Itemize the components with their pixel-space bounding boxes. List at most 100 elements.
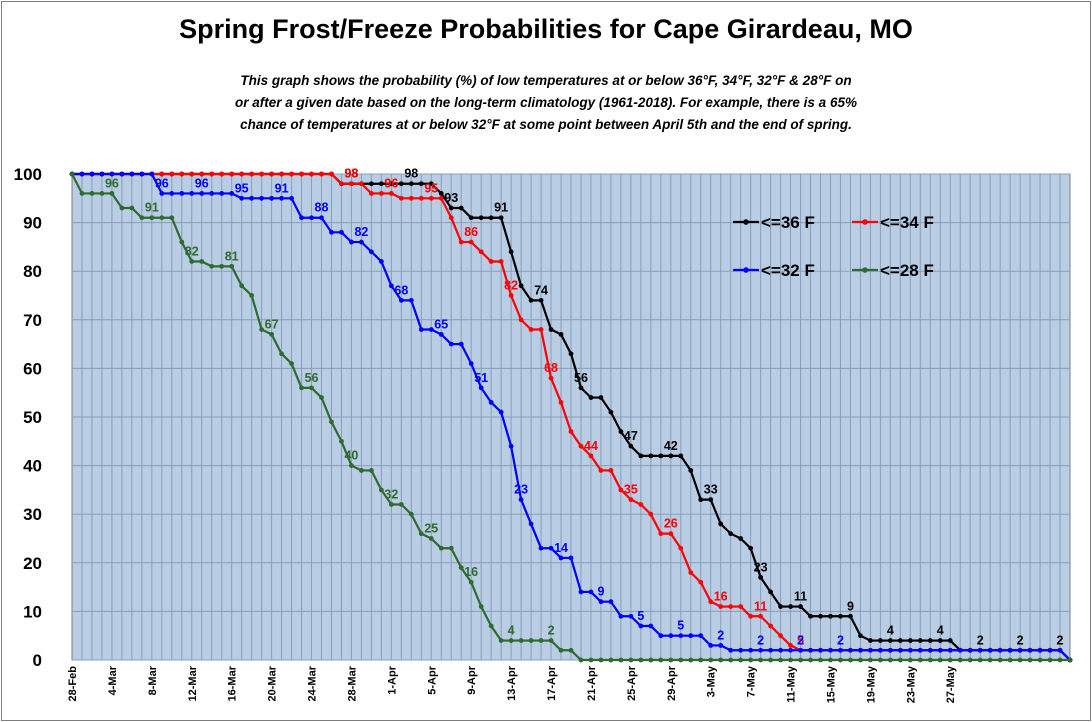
data-label: 68 [544, 361, 558, 375]
data-point [309, 215, 314, 221]
data-point [229, 263, 235, 269]
data-point [448, 205, 454, 211]
data-point [388, 191, 394, 196]
data-point [598, 599, 604, 605]
data-point [578, 443, 584, 449]
data-point [588, 395, 594, 400]
data-point [378, 487, 384, 493]
data-point [468, 215, 474, 221]
data-point [359, 181, 364, 187]
data-point [858, 633, 863, 639]
data-point [179, 191, 185, 196]
data-point [518, 497, 524, 503]
data-point [538, 297, 544, 303]
data-point [518, 638, 524, 643]
data-label: 96 [105, 176, 119, 190]
data-point [438, 191, 444, 196]
data-point [1067, 657, 1073, 663]
data-point [708, 643, 714, 648]
data-point [738, 657, 744, 663]
data-point [538, 545, 544, 551]
data-point [937, 657, 943, 663]
data-point [488, 623, 494, 629]
data-point [458, 239, 464, 245]
data-point [917, 647, 923, 653]
data-point [199, 171, 205, 177]
data-label: 2 [757, 633, 764, 647]
data-label: 2 [548, 624, 555, 638]
data-point [129, 205, 135, 211]
data-label: 2 [1057, 633, 1064, 647]
data-point [718, 657, 724, 663]
data-point [957, 647, 963, 653]
data-point [239, 195, 245, 201]
data-point [1007, 657, 1013, 663]
data-point [259, 195, 265, 201]
x-tick-label: 16-Mar [227, 665, 239, 701]
data-point [478, 385, 484, 391]
data-point [488, 259, 494, 264]
data-point [448, 545, 454, 551]
legend-swatch-marker [862, 219, 868, 225]
data-point [468, 579, 474, 585]
data-point [99, 171, 105, 177]
data-point [688, 633, 694, 639]
data-point [628, 657, 634, 663]
x-tick-label: 19-May [865, 665, 877, 703]
data-point [788, 643, 793, 648]
y-tick-label: 10 [23, 602, 42, 621]
data-point [508, 638, 514, 643]
data-point [848, 613, 853, 619]
subtitle-line-1: This graph shows the probability (%) of … [240, 73, 852, 88]
data-point [518, 283, 524, 289]
data-label: 16 [714, 590, 728, 604]
grid-lines [72, 173, 1070, 661]
data-point [668, 453, 674, 459]
data-point [698, 657, 704, 663]
data-point [478, 215, 484, 221]
data-point [967, 647, 973, 653]
data-point [89, 171, 95, 177]
data-label: 5 [637, 609, 644, 623]
data-point [279, 171, 284, 177]
data-point [778, 647, 783, 653]
data-point [79, 171, 85, 177]
data-point [528, 521, 534, 527]
data-point [89, 191, 95, 196]
data-label: 47 [624, 429, 638, 443]
x-tick-label: 1-Apr [386, 665, 398, 694]
data-point [159, 171, 165, 177]
data-point [369, 191, 374, 196]
data-point [578, 589, 584, 595]
data-label: 82 [504, 279, 518, 293]
data-point [269, 331, 274, 337]
data-point [987, 657, 993, 663]
data-point [498, 638, 504, 643]
data-point [877, 647, 883, 653]
data-point [947, 638, 953, 643]
data-point [688, 570, 694, 575]
data-point [378, 181, 384, 187]
data-point [638, 623, 644, 629]
data-point [179, 239, 185, 245]
data-point [887, 647, 893, 653]
data-label: 91 [145, 201, 159, 215]
data-point [478, 604, 484, 609]
data-point [229, 171, 235, 177]
data-point [768, 623, 773, 629]
data-point [398, 181, 404, 187]
data-point [568, 351, 574, 357]
data-point [977, 657, 983, 663]
data-label: 2 [1017, 633, 1024, 647]
data-point [618, 657, 624, 663]
data-point [418, 531, 424, 537]
data-point [728, 647, 734, 653]
data-point [229, 191, 235, 196]
data-point [189, 171, 195, 177]
data-point [508, 249, 514, 255]
data-label: 95 [424, 181, 438, 195]
data-point [658, 633, 664, 639]
data-point [977, 647, 983, 653]
